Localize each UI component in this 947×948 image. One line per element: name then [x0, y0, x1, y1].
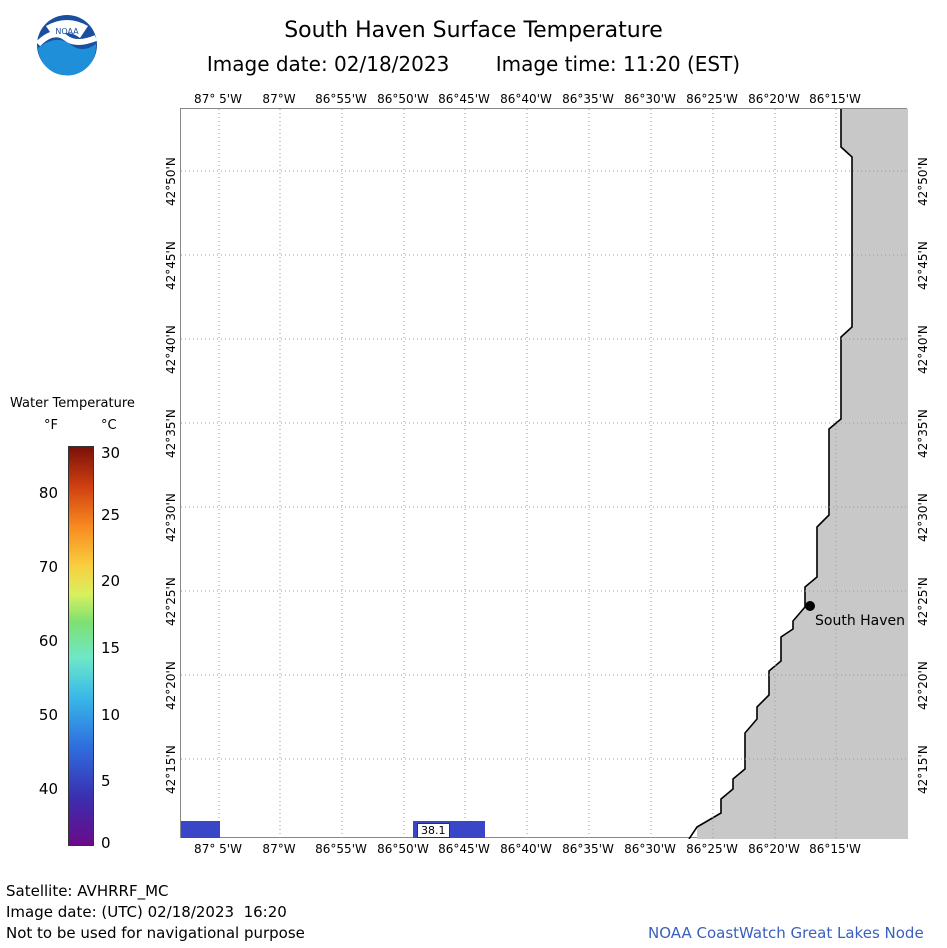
lat-label: 42°50'N	[164, 157, 178, 206]
image-datetime: Image date: 02/18/2023 Image time: 11:20…	[0, 52, 947, 76]
buoy-cell-left	[181, 821, 220, 838]
graticule	[181, 109, 908, 839]
lon-label: 86°30'W	[624, 842, 676, 856]
coastline	[688, 109, 853, 839]
lon-label: 87°W	[262, 842, 296, 856]
lat-label: 42°20'N	[164, 661, 178, 710]
legend-c-tick: 5	[101, 772, 111, 790]
lat-label: 42°40'N	[916, 325, 930, 374]
lat-label: 42°50'N	[916, 157, 930, 206]
legend-c-tick: 10	[101, 706, 121, 724]
lon-label: 87°W	[262, 92, 296, 106]
lat-label: 42°20'N	[916, 661, 930, 710]
lon-label: 86°40'W	[500, 842, 552, 856]
legend-c-tick: 20	[101, 572, 121, 590]
lon-label: 87° 5'W	[194, 92, 242, 106]
lat-label: 42°30'N	[916, 493, 930, 542]
land-area	[697, 109, 908, 839]
noaa-logo-text: NOAA	[55, 27, 79, 36]
lat-label: 42°45'N	[164, 241, 178, 290]
page-title: South Haven Surface Temperature	[284, 18, 663, 43]
legend-f-tick: 60	[38, 632, 58, 650]
map-panel[interactable]: 38.1 South Haven	[180, 108, 908, 839]
temperature-color-bar	[68, 446, 94, 846]
lon-label: 86°50'W	[377, 92, 429, 106]
disclaimer: Not to be used for navigational purpose	[6, 924, 305, 942]
lat-label: 42°30'N	[164, 493, 178, 542]
legend-f-tick: 80	[38, 484, 58, 502]
lon-label: 86°20'W	[748, 842, 800, 856]
lat-label: 42°25'N	[916, 577, 930, 626]
lon-label: 86°55'W	[315, 842, 367, 856]
lat-label: 42°45'N	[916, 241, 930, 290]
legend-f-tick: 40	[38, 780, 58, 798]
lon-label: 86°25'W	[686, 92, 738, 106]
legend-f-tick: 70	[38, 558, 58, 576]
lon-label: 86°50'W	[377, 842, 429, 856]
satellite-info: Satellite: AVHRRF_MC	[6, 882, 169, 900]
lon-label: 86°45'W	[438, 92, 490, 106]
buoy-temperature-label: 38.1	[417, 823, 450, 838]
utc-image-date: Image date: (UTC) 02/18/2023 16:20	[6, 903, 287, 921]
legend-title: Water Temperature	[10, 396, 135, 411]
lat-label: 42°35'N	[164, 409, 178, 458]
lon-label: 86°20'W	[748, 92, 800, 106]
lon-label: 86°25'W	[686, 842, 738, 856]
lon-label: 86°45'W	[438, 842, 490, 856]
lat-label: 42°15'N	[164, 745, 178, 794]
lon-label: 86°55'W	[315, 92, 367, 106]
lat-label: 42°40'N	[164, 325, 178, 374]
lon-label: 87° 5'W	[194, 842, 242, 856]
lat-label: 42°15'N	[916, 745, 930, 794]
city-label: South Haven	[815, 613, 906, 629]
lon-label: 86°15'W	[809, 92, 861, 106]
legend-f-unit: °F	[44, 418, 58, 433]
lat-label: 42°25'N	[164, 577, 178, 626]
map-canvas	[181, 109, 908, 839]
legend-c-tick: 0	[101, 834, 111, 852]
legend-f-tick: 50	[38, 706, 58, 724]
image-time-label: Image time: 11:20 (EST)	[495, 52, 741, 76]
lon-label: 86°40'W	[500, 92, 552, 106]
lat-label: 42°35'N	[916, 409, 930, 458]
credit-link[interactable]: NOAA CoastWatch Great Lakes Node	[648, 924, 924, 942]
legend-c-tick: 30	[101, 444, 121, 462]
legend-c-unit: °C	[101, 418, 117, 433]
lon-label: 86°15'W	[809, 842, 861, 856]
south-haven-marker[interactable]	[805, 601, 815, 611]
legend-c-tick: 25	[101, 506, 121, 524]
lon-label: 86°35'W	[562, 842, 614, 856]
lon-label: 86°30'W	[624, 92, 676, 106]
legend-c-tick: 15	[101, 639, 121, 657]
noaa-logo: NOAA	[35, 14, 98, 80]
noaa-emblem-icon: NOAA	[35, 15, 98, 76]
image-date-label: Image date: 02/18/2023	[206, 52, 450, 76]
lon-label: 86°35'W	[562, 92, 614, 106]
